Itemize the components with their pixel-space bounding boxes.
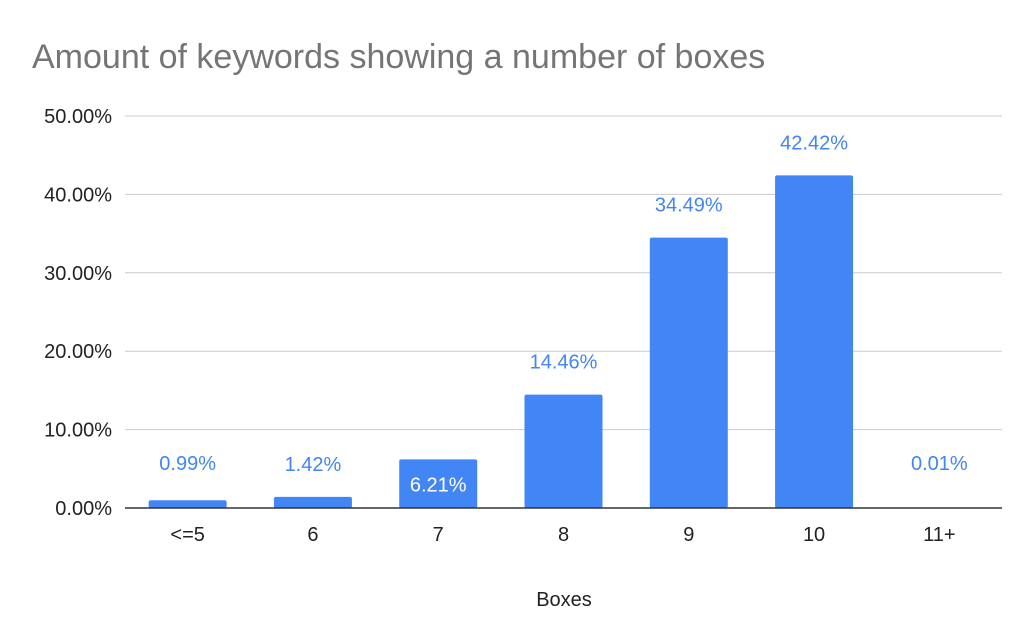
x-tick-label: <=5 — [170, 524, 204, 546]
x-tick-label: 10 — [803, 524, 825, 546]
y-tick-label: 50.00% — [44, 106, 112, 128]
bar — [649, 237, 728, 509]
bar — [148, 500, 227, 508]
y-tick-label: 10.00% — [44, 420, 112, 442]
y-tick-label: 20.00% — [44, 341, 112, 363]
x-tick-label: 8 — [558, 524, 569, 546]
y-tick-label: 0.00% — [55, 498, 112, 520]
x-tick-label: 7 — [433, 524, 444, 546]
data-label: 34.49% — [655, 195, 723, 217]
x-tick-label: 11+ — [923, 524, 955, 546]
y-tick-label: 30.00% — [44, 263, 112, 285]
x-axis-ticks: <=5 6 7 8 9 10 11+ — [170, 524, 955, 546]
bar — [524, 394, 603, 508]
data-label: 0.99% — [159, 453, 216, 475]
bar — [273, 496, 352, 508]
x-tick-label: 6 — [307, 524, 318, 546]
chart-title: Amount of keywords showing a number of b… — [32, 38, 765, 76]
data-label: 6.21% — [410, 474, 467, 496]
data-label: 14.46% — [530, 352, 598, 374]
bar — [399, 459, 478, 508]
y-tick-label: 40.00% — [44, 184, 112, 206]
data-labels: 0.99% 1.42% 6.21% 14.46% 34.49% 42.42% 0.01% — [159, 132, 968, 496]
data-label: 42.42% — [780, 132, 848, 154]
y-axis-ticks: 0.00% 10.00% 20.00% 30.00% 40.00% 50.00% — [44, 106, 112, 520]
x-tick-label: 9 — [683, 524, 694, 546]
data-label: 0.01% — [911, 453, 968, 475]
x-axis-title: Boxes — [536, 589, 592, 611]
bar — [775, 175, 854, 509]
data-label: 1.42% — [285, 454, 342, 476]
gridlines — [125, 115, 1002, 431]
bars — [148, 175, 979, 509]
